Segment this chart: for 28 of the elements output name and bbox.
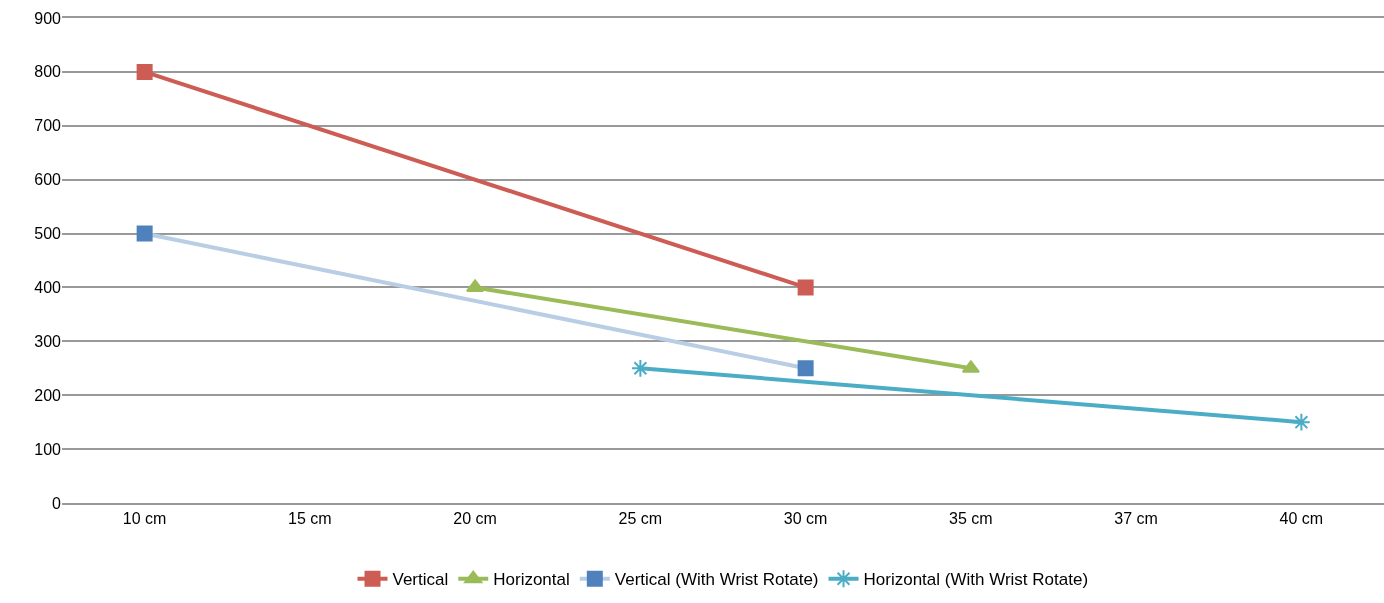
y-tick-label: 400: [34, 279, 62, 297]
point: [136, 225, 153, 242]
x-tick-label: 25 cm: [618, 509, 663, 527]
x-tick-label: 37 cm: [1114, 509, 1158, 527]
point: [630, 358, 650, 378]
y-tick-label: 600: [34, 171, 62, 189]
point: [797, 279, 814, 296]
legend-label: Horizontal (With Wrist Rotate): [863, 570, 1089, 590]
x-tick-label: 15 cm: [288, 509, 332, 527]
y-tick-label: 500: [34, 225, 62, 243]
y-tick-label: 700: [34, 117, 62, 135]
y-tick-label: 0: [52, 494, 62, 512]
y-tick-label: 900: [34, 9, 62, 27]
point: [136, 63, 153, 80]
y-tick-label: 800: [34, 63, 62, 81]
y-tick-label: 100: [34, 440, 62, 458]
y-tick-label: 200: [34, 386, 62, 404]
x-tick-label: 35 cm: [949, 509, 993, 527]
y-tick-label: 300: [34, 332, 62, 350]
point: [1291, 412, 1311, 432]
legend-label: Vertical: [392, 570, 449, 590]
x-tick-label: 10 cm: [122, 509, 167, 527]
x-tick-label: 20 cm: [453, 509, 497, 527]
x-tick-label: 40 cm: [1279, 509, 1324, 527]
legend-label: Vertical (With Wrist Rotate): [614, 570, 819, 590]
legend-label: Horizontal: [493, 570, 570, 590]
x-tick-label: 30 cm: [783, 509, 828, 527]
point: [797, 360, 814, 377]
